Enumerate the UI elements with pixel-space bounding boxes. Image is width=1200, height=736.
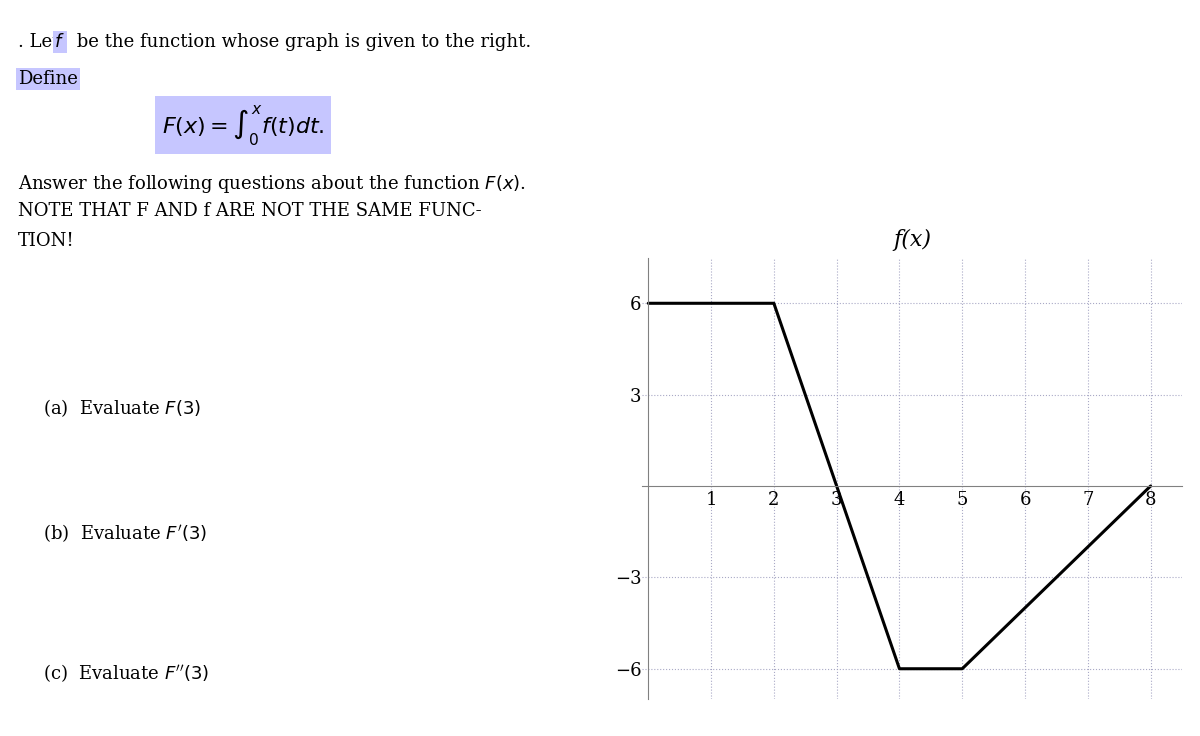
Text: TION!: TION! — [18, 232, 74, 250]
Text: $F(x) = \int_0^x f(t)dt.$: $F(x) = \int_0^x f(t)dt.$ — [162, 103, 324, 148]
Text: be the function whose graph is given to the right.: be the function whose graph is given to … — [71, 33, 532, 51]
Text: Answer the following questions about the function $F(x)$.: Answer the following questions about the… — [18, 173, 526, 195]
Text: $f$: $f$ — [54, 33, 65, 51]
Text: (c)  Evaluate $F''(3)$: (c) Evaluate $F''(3)$ — [43, 662, 210, 684]
Text: (a)  Evaluate $F(3)$: (a) Evaluate $F(3)$ — [43, 397, 202, 420]
Title: f(x): f(x) — [893, 230, 931, 252]
Text: NOTE THAT F AND f ARE NOT THE SAME FUNC-: NOTE THAT F AND f ARE NOT THE SAME FUNC- — [18, 202, 482, 220]
Text: . Let: . Let — [18, 33, 65, 51]
Text: (b)  Evaluate $F'(3)$: (b) Evaluate $F'(3)$ — [43, 523, 208, 545]
Text: Define: Define — [18, 70, 78, 88]
